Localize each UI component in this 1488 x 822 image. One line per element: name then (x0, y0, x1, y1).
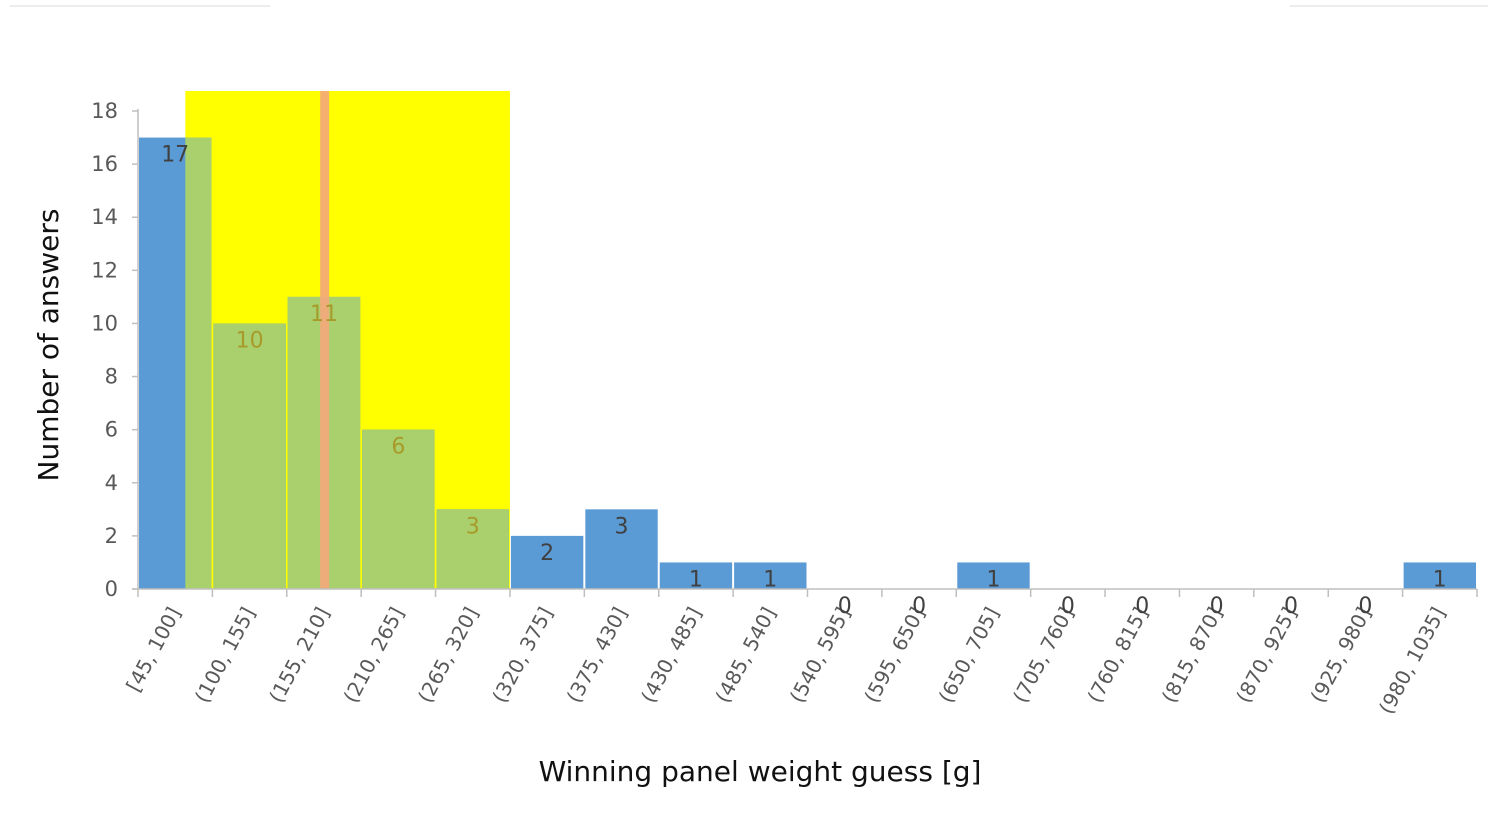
y-tick-label: 12 (91, 258, 118, 282)
data-label: 0 (1358, 594, 1372, 619)
bar (1403, 562, 1476, 589)
data-label: 0 (1284, 594, 1298, 619)
x-axis-title: Winning panel weight guess [g] (539, 755, 982, 788)
data-label: 17 (161, 143, 189, 168)
y-axis-title: Number of answers (32, 209, 65, 482)
y-tick-label: 18 (91, 99, 118, 123)
marker-line (320, 91, 330, 589)
bar (957, 562, 1030, 589)
data-label: 3 (466, 514, 480, 539)
data-label: 1 (763, 567, 777, 592)
data-label: 3 (615, 514, 629, 539)
bar-overlap (362, 429, 435, 589)
x-tick-label: (265, 320] (413, 603, 483, 707)
y-tick-label: 2 (105, 524, 118, 548)
x-tick-label: (650, 705] (934, 603, 1004, 707)
y-tick-label: 6 (105, 418, 118, 442)
x-tick-label: (100, 155] (190, 603, 260, 707)
bar (659, 562, 733, 589)
data-label: 0 (912, 594, 926, 619)
data-label: 11 (310, 302, 338, 327)
y-tick-label: 4 (105, 471, 118, 495)
y-tick-label: 8 (105, 365, 118, 389)
x-tick-label: [45, 100] (121, 603, 185, 695)
y-tick-label: 14 (91, 205, 118, 229)
bar (510, 535, 584, 589)
data-label: 0 (1061, 594, 1075, 619)
data-label: 1 (986, 567, 1000, 592)
data-label: 2 (540, 541, 554, 566)
bar-overlap (213, 323, 286, 589)
data-label: 0 (1210, 594, 1224, 619)
x-tick-label: (980, 1035] (1374, 603, 1450, 718)
y-tick-label: 0 (105, 577, 118, 601)
bar-overlap (185, 137, 212, 590)
x-tick-label: (485, 540] (710, 603, 780, 707)
x-tick-label: (155, 210] (264, 603, 334, 707)
x-tick-label: (375, 430] (562, 603, 632, 707)
data-label: 0 (1135, 594, 1149, 619)
bar (734, 562, 807, 589)
y-tick-label: 16 (91, 152, 118, 176)
bar (585, 509, 658, 589)
data-label: 1 (689, 567, 703, 592)
x-tick-label: (320, 375] (487, 603, 557, 707)
x-tick-label: (430, 485] (636, 603, 706, 707)
data-label: 6 (391, 435, 405, 460)
data-label: 0 (838, 594, 852, 619)
data-label: 10 (236, 328, 264, 353)
x-tick-label: (210, 265] (338, 603, 408, 707)
data-label: 1 (1433, 567, 1447, 592)
bar-overlap (436, 509, 509, 589)
y-tick-label: 10 (91, 311, 118, 335)
